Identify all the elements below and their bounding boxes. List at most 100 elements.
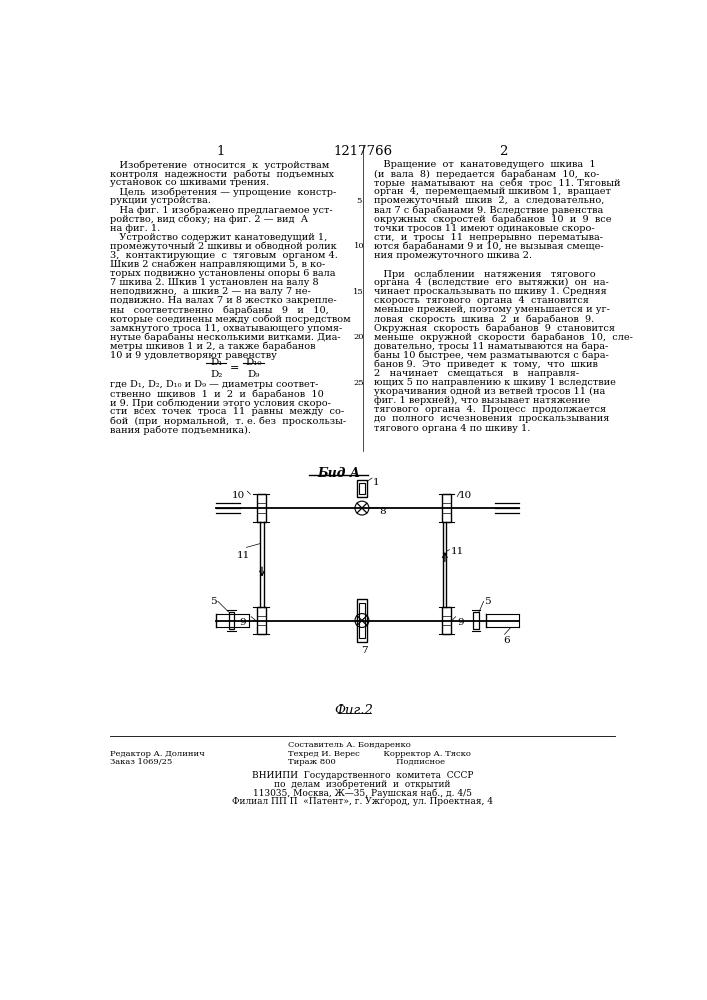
Text: Бид А: Бид А [317,467,360,480]
Text: Цель  изобретения — упрощение  констр-: Цель изобретения — упрощение констр- [110,187,337,197]
Text: Редактор А. Долинич: Редактор А. Долинич [110,750,205,758]
Text: установок со шкивами трения.: установок со шкивами трения. [110,178,269,187]
Text: ловая  скорость  шкива  2  и  барабанов  9.: ловая скорость шкива 2 и барабанов 9. [373,315,594,324]
Text: тягового органа 4 по шкиву 1.: тягового органа 4 по шкиву 1. [373,424,530,433]
Text: 1217766: 1217766 [333,145,392,158]
Text: 11: 11 [451,547,464,556]
Text: Заказ 1069/25: Заказ 1069/25 [110,758,173,766]
Text: 1: 1 [216,145,224,158]
Text: 11: 11 [237,551,250,560]
Text: фиг. 1 верхней), что вызывает натяжение: фиг. 1 верхней), что вызывает натяжение [373,396,590,405]
Text: меньше прежней, поэтому уменьшается и уг-: меньше прежней, поэтому уменьшается и уг… [373,305,609,314]
Text: 10: 10 [354,242,364,250]
Bar [257,607,266,634]
Text: скорость  тягового  органа  4  становится: скорость тягового органа 4 становится [373,296,588,305]
Text: (и  вала  8)  передается  барабанам  10,  ко-: (и вала 8) передается барабанам 10, ко- [373,169,599,179]
Text: 5: 5 [484,597,490,606]
Text: замкнутого троса 11, охватывающего упомя-: замкнутого троса 11, охватывающего упомя… [110,324,342,333]
Bar [442,494,451,522]
Text: 5: 5 [210,597,216,606]
Text: банов 9.  Это  приведет  к  тому,  что  шкив: банов 9. Это приведет к тому, что шкив [373,360,597,369]
Text: ВНИИПИ  Государственного  комитета  СССР: ВНИИПИ Государственного комитета СССР [252,771,474,780]
Text: 2   начинает   смещаться   в   направля-: 2 начинает смещаться в направля- [373,369,579,378]
Text: бой  (при  нормальной,  т. е. без  проскользы-: бой (при нормальной, т. е. без проскольз… [110,416,346,426]
Bar [257,494,266,522]
Text: 7: 7 [361,646,368,655]
Text: подвижно. На валах 7 и 8 жестко закрепле-: подвижно. На валах 7 и 8 жестко закрепле… [110,296,337,305]
Text: ющих 5 по направлению к шкиву 1 вследствие: ющих 5 по направлению к шкиву 1 вследств… [373,378,616,387]
Text: Фиг.2: Фиг.2 [334,704,373,717]
Text: 3,  контактирующие  с  тяговым  органом 4.: 3, контактирующие с тяговым органом 4. [110,251,338,260]
Text: где D₁, D₂, D₁₀ и D₉ — диаметры соответ-: где D₁, D₂, D₁₀ и D₉ — диаметры соответ- [110,380,318,389]
Text: 5: 5 [356,197,361,205]
Text: ройство, вид сбоку; на фиг. 2 — вид  А: ройство, вид сбоку; на фиг. 2 — вид А [110,215,308,224]
Text: ются барабанами 9 и 10, не вызывая смеще-: ются барабанами 9 и 10, не вызывая смеще… [373,242,603,251]
Text: контроля  надежности  работы  подъемных: контроля надежности работы подъемных [110,169,334,179]
Bar [229,612,235,629]
Text: торых подвижно установлены опоры 6 вала: торых подвижно установлены опоры 6 вала [110,269,336,278]
Text: D₁₀: D₁₀ [245,358,262,367]
Text: тягового  органа  4.  Процесс  продолжается: тягового органа 4. Процесс продолжается [373,405,606,414]
Text: 8: 8 [379,507,385,516]
Text: D₂: D₂ [210,370,223,379]
Text: рукции устройства.: рукции устройства. [110,196,211,205]
Text: Вращение  от  канатоведущего  шкива  1: Вращение от канатоведущего шкива 1 [373,160,595,169]
Text: 15: 15 [354,288,364,296]
Text: меньше  окружной  скорости  барабанов  10,  сле-: меньше окружной скорости барабанов 10, с… [373,333,633,342]
Text: чинает проскальзывать по шкиву 1. Средняя: чинает проскальзывать по шкиву 1. Средня… [373,287,607,296]
Text: 9: 9 [457,618,464,627]
Text: Изобретение  относится  к  устройствам: Изобретение относится к устройствам [110,160,329,170]
Text: баны 10 быстрее, чем разматываются с бара-: баны 10 быстрее, чем разматываются с бар… [373,351,608,360]
Bar [442,607,451,634]
Text: метры шкивов 1 и 2, а также барабанов: метры шкивов 1 и 2, а также барабанов [110,342,315,351]
Text: Устройство содержит канатоведущий 1,: Устройство содержит канатоведущий 1, [110,233,327,242]
Text: довательно, тросы 11 наматываются на бара-: довательно, тросы 11 наматываются на бар… [373,342,608,351]
Text: Техред И. Верес         Корректор А. Тяско: Техред И. Верес Корректор А. Тяско [288,750,471,758]
Text: орган  4,  перемещаемый шкивом 1,  вращает: орган 4, перемещаемый шкивом 1, вращает [373,187,610,196]
Text: 20: 20 [354,333,364,341]
Text: 10 и 9 удовлетворяют равенству: 10 и 9 удовлетворяют равенству [110,351,277,360]
Text: 2: 2 [499,145,507,158]
Text: торые  наматывают  на  себя  трос  11. Тяговый: торые наматывают на себя трос 11. Тяговы… [373,178,620,188]
Text: до  полного  исчезновения  проскальзывания: до полного исчезновения проскальзывания [373,414,609,423]
Text: неподвижно,  а шкив 2 — на валу 7 не-: неподвижно, а шкив 2 — на валу 7 не- [110,287,311,296]
Text: на фиг. 1.: на фиг. 1. [110,224,160,233]
Text: 7 шкива 2. Шкив 1 установлен на валу 8: 7 шкива 2. Шкив 1 установлен на валу 8 [110,278,319,287]
Text: сти  всех  точек  троса  11  равны  между  со-: сти всех точек троса 11 равны между со- [110,407,344,416]
Bar [359,603,365,638]
Text: вал 7 с барабанами 9. Вследствие равенства: вал 7 с барабанами 9. Вследствие равенст… [373,205,603,215]
Text: ны   соответственно   барабаны   9   и   10,: ны соответственно барабаны 9 и 10, [110,305,329,315]
Text: =: = [229,363,239,373]
Text: D₉: D₉ [247,370,259,379]
Text: Окружная  скорость  барабанов  9  становится: Окружная скорость барабанов 9 становится [373,324,614,333]
Text: нутые барабаны несколькими витками. Диа-: нутые барабаны несколькими витками. Диа- [110,333,341,342]
Text: При   ослаблении   натяжения   тягового: При ослаблении натяжения тягового [373,269,595,279]
Text: Филиал ПП П  «Патент», г. Ужгород, ул. Проектная, 4: Филиал ПП П «Патент», г. Ужгород, ул. Пр… [232,797,493,806]
Text: которые соединены между собой посредством: которые соединены между собой посредство… [110,315,351,324]
Text: 10: 10 [459,491,472,500]
Text: 113035, Москва, Ж—35, Раушская наб., д. 4/5: 113035, Москва, Ж—35, Раушская наб., д. … [253,788,472,798]
Text: Шкив 2 снабжен направляющими 5, в ко-: Шкив 2 снабжен направляющими 5, в ко- [110,260,325,269]
Text: сти,  и  тросы  11  непрерывно  перематыва-: сти, и тросы 11 непрерывно перематыва- [373,233,602,242]
Text: На фиг. 1 изображено предлагаемое уст-: На фиг. 1 изображено предлагаемое уст- [110,205,333,215]
Bar [356,599,368,642]
Text: окружных  скоростей  барабанов  10  и  9  все: окружных скоростей барабанов 10 и 9 все [373,215,611,224]
Text: укорачивания одной из ветвей тросов 11 (на: укорачивания одной из ветвей тросов 11 (… [373,387,604,396]
Text: по  делам  изобретений  и  открытий: по делам изобретений и открытий [274,780,451,789]
Text: Составитель А. Бондаренко: Составитель А. Бондаренко [288,741,411,749]
Text: 1: 1 [373,478,380,487]
Text: ния промежуточного шкива 2.: ния промежуточного шкива 2. [373,251,532,260]
Text: точки тросов 11 имеют одинаковые скоро-: точки тросов 11 имеют одинаковые скоро- [373,224,594,233]
Text: промежуточный  шкив  2,  а  следовательно,: промежуточный шкив 2, а следовательно, [373,196,604,205]
Text: 25: 25 [354,379,364,387]
Text: D₁: D₁ [210,358,223,367]
Bar [359,483,365,494]
Bar [356,480,368,497]
Text: 9: 9 [239,618,246,627]
Text: 10: 10 [232,491,245,500]
Text: Тираж 800                       Подписное: Тираж 800 Подписное [288,758,445,766]
Text: промежуточный 2 шкивы и обводной ролик: промежуточный 2 шкивы и обводной ролик [110,242,337,251]
Text: ственно  шкивов  1  и  2  и  барабанов  10: ственно шкивов 1 и 2 и барабанов 10 [110,389,324,399]
Text: и 9. При соблюдении этого условия скоро-: и 9. При соблюдении этого условия скоро- [110,398,331,408]
Bar [473,612,479,629]
